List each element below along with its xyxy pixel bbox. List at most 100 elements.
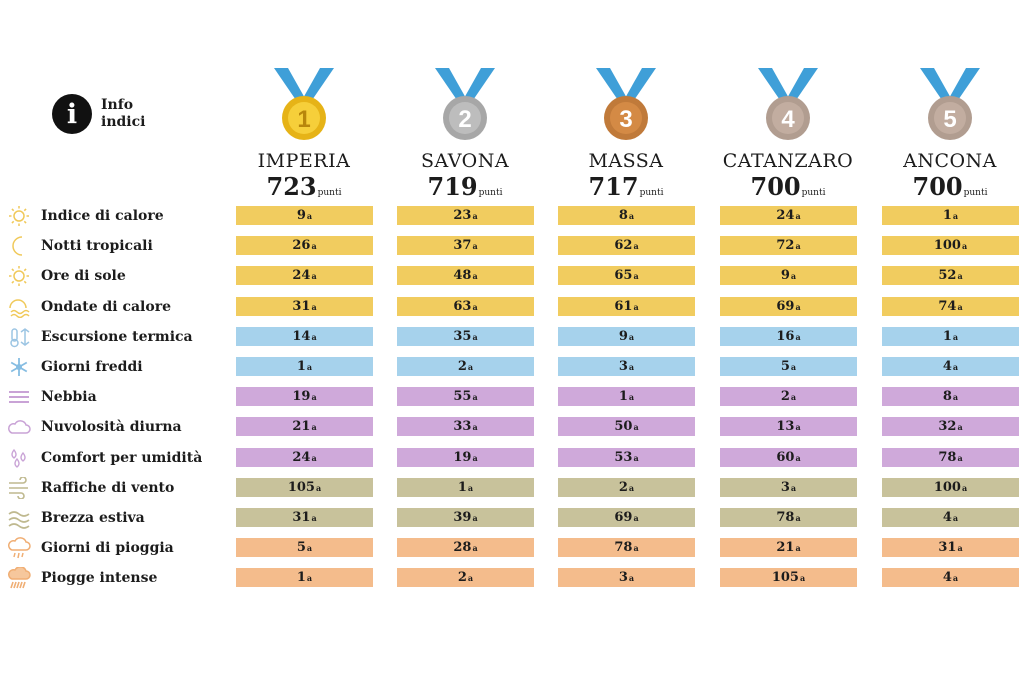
info-label-line1: Info bbox=[101, 97, 134, 113]
city-score: 717punti bbox=[551, 174, 701, 206]
rank-value: 31 bbox=[938, 540, 957, 555]
rank-cell: 26 a bbox=[236, 236, 373, 255]
rank-value: 62 bbox=[614, 238, 633, 253]
rank-value: 52 bbox=[938, 268, 957, 283]
rank-cell: 74 a bbox=[882, 297, 1019, 316]
rank-cell: 24 a bbox=[236, 448, 373, 467]
rank-value: 63 bbox=[453, 299, 472, 314]
rank-value: 31 bbox=[292, 299, 311, 314]
rank-value: 33 bbox=[453, 419, 472, 434]
rank-ordinal-suffix: a bbox=[957, 452, 963, 463]
rank-ordinal-suffix: a bbox=[633, 421, 639, 432]
city-score-value: 717 bbox=[588, 172, 639, 201]
row-label-text: Indice di calore bbox=[41, 208, 164, 224]
rank-value: 24 bbox=[776, 208, 795, 223]
rank-value: 78 bbox=[614, 540, 633, 555]
rank-cell: 105 a bbox=[720, 568, 857, 587]
city-score-unit: punti bbox=[963, 188, 988, 198]
rank-cell: 78 a bbox=[720, 508, 857, 527]
city-score-unit: punti bbox=[478, 188, 503, 198]
rank-cell: 28 a bbox=[397, 538, 534, 557]
rank-value: 60 bbox=[776, 450, 795, 465]
rank-ordinal-suffix: a bbox=[952, 331, 959, 342]
row-label: Indice di calore bbox=[6, 205, 164, 227]
rank-ordinal-suffix: a bbox=[472, 240, 478, 251]
rank-value: 19 bbox=[292, 389, 311, 404]
rain-cloud-icon bbox=[6, 537, 32, 559]
rank-value: 19 bbox=[453, 450, 472, 465]
rank-ordinal-suffix: a bbox=[311, 391, 317, 402]
rank-ordinal-suffix: a bbox=[633, 542, 639, 553]
rank-value: 4 bbox=[942, 570, 952, 585]
rank-ordinal-suffix: a bbox=[961, 482, 968, 493]
snowflake-icon bbox=[6, 356, 32, 378]
city-score-value: 723 bbox=[266, 172, 317, 201]
rank-value: 74 bbox=[938, 299, 957, 314]
rank-ordinal-suffix: a bbox=[795, 542, 801, 553]
rank-ordinal-suffix: a bbox=[790, 270, 797, 281]
rank-cell: 69 a bbox=[558, 508, 695, 527]
info-label: Info indici bbox=[101, 97, 145, 131]
rank-ordinal-suffix: a bbox=[472, 391, 478, 402]
city-name: ANCONA bbox=[903, 150, 997, 172]
rank-value: 9 bbox=[780, 268, 790, 283]
row-label-text: Raffiche di vento bbox=[41, 480, 175, 496]
rank-ordinal-suffix: a bbox=[952, 391, 959, 402]
rank-ordinal-suffix: a bbox=[628, 391, 635, 402]
city-score: 700punti bbox=[713, 174, 863, 206]
rank-cell: 48 a bbox=[397, 266, 534, 285]
rank-value: 31 bbox=[292, 510, 311, 525]
info-icon[interactable]: i bbox=[52, 94, 92, 134]
rank-value: 4 bbox=[942, 359, 952, 374]
rank-ordinal-suffix: a bbox=[311, 240, 317, 251]
rank-value: 13 bbox=[776, 419, 795, 434]
rank-ordinal-suffix: a bbox=[311, 331, 317, 342]
rank-ordinal-suffix: a bbox=[957, 301, 963, 312]
rank-cell: 78 a bbox=[558, 538, 695, 557]
rank-value: 55 bbox=[453, 389, 472, 404]
rank-ordinal-suffix: a bbox=[306, 210, 313, 221]
row-label-text: Brezza estiva bbox=[41, 510, 145, 526]
rank-value: 105 bbox=[771, 570, 799, 585]
rank-value: 53 bbox=[614, 450, 633, 465]
moon-icon bbox=[6, 235, 32, 257]
rank-cell: 31 a bbox=[882, 538, 1019, 557]
rank-value: 1 bbox=[457, 480, 467, 495]
city-score: 700punti bbox=[875, 174, 1024, 206]
medal-rank-number: 5 bbox=[943, 106, 956, 133]
rank-cell: 23 a bbox=[397, 206, 534, 225]
rank-value: 105 bbox=[287, 480, 315, 495]
rank-value: 50 bbox=[614, 419, 633, 434]
rank-cell: 37 a bbox=[397, 236, 534, 255]
row-label-text: Comfort per umidità bbox=[41, 450, 203, 466]
rank-value: 28 bbox=[453, 540, 472, 555]
rank-cell: 53 a bbox=[558, 448, 695, 467]
rank-ordinal-suffix: a bbox=[306, 361, 313, 372]
rank-value: 24 bbox=[292, 268, 311, 283]
rank-ordinal-suffix: a bbox=[633, 452, 639, 463]
rank-ordinal-suffix: a bbox=[952, 572, 959, 583]
row-label-text: Piogge intense bbox=[41, 570, 158, 586]
rank-ordinal-suffix: a bbox=[472, 331, 478, 342]
row-label-text: Giorni di pioggia bbox=[41, 540, 174, 556]
rank-cell: 78 a bbox=[882, 448, 1019, 467]
rank-value: 21 bbox=[776, 540, 795, 555]
info-block[interactable]: i Info indici bbox=[52, 94, 145, 134]
rank-ordinal-suffix: a bbox=[633, 301, 639, 312]
rank-value: 39 bbox=[453, 510, 472, 525]
wind-gust-icon bbox=[6, 477, 32, 499]
row-label: Notti tropicali bbox=[6, 235, 153, 257]
rank-ordinal-suffix: a bbox=[311, 270, 317, 281]
rank-value: 35 bbox=[453, 329, 472, 344]
rank-ordinal-suffix: a bbox=[628, 572, 635, 583]
